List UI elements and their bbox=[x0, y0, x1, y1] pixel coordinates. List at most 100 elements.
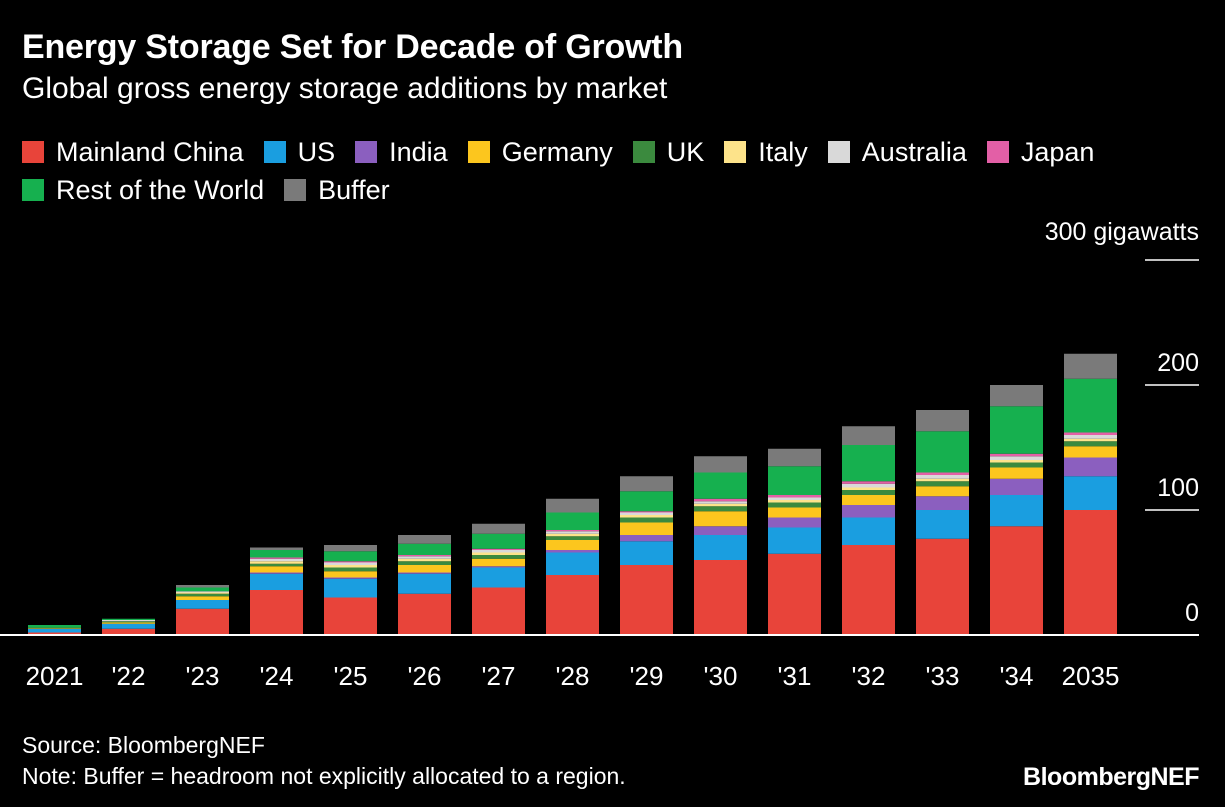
bar-segment bbox=[546, 531, 599, 534]
legend-swatch bbox=[986, 141, 1009, 163]
legend-item: Rest of the World bbox=[22, 172, 264, 208]
bar-segment bbox=[398, 561, 451, 565]
bar-segment bbox=[102, 620, 155, 622]
legend-swatch bbox=[467, 141, 490, 163]
legend-item: Italy bbox=[724, 134, 808, 170]
legend-swatch bbox=[22, 179, 44, 201]
y-tick-label: 0 bbox=[1185, 599, 1199, 627]
x-tick-label: '31 bbox=[778, 661, 812, 691]
bar-segment bbox=[694, 472, 747, 499]
bar-segment bbox=[250, 561, 303, 564]
legend-item: Germany bbox=[467, 134, 613, 170]
x-tick-label: '29 bbox=[630, 661, 664, 691]
bar-segment bbox=[842, 517, 895, 545]
bar-segment bbox=[398, 556, 451, 559]
x-tick-label: '22 bbox=[112, 661, 146, 691]
bar-segment bbox=[28, 632, 81, 635]
y-tick-label: 200 bbox=[1157, 349, 1199, 377]
bar-segment bbox=[842, 505, 895, 518]
bar-segment bbox=[250, 557, 303, 559]
legend-swatch bbox=[284, 179, 307, 201]
bar-segment bbox=[916, 475, 969, 479]
legend-label: Australia bbox=[861, 137, 967, 167]
x-tick-label: '26 bbox=[408, 661, 442, 691]
bar-segment bbox=[694, 501, 747, 504]
bar-segment bbox=[102, 621, 155, 623]
bar-segment bbox=[916, 478, 969, 482]
bar-segment bbox=[990, 453, 1043, 457]
bar-segment bbox=[398, 558, 451, 562]
legend-swatch bbox=[724, 141, 747, 163]
bar-segment bbox=[472, 558, 525, 567]
legend-label: Japan bbox=[1020, 137, 1095, 167]
bar-segment bbox=[472, 566, 525, 568]
legend-label: Buffer bbox=[318, 175, 390, 205]
bar-segment bbox=[176, 593, 229, 597]
bar-segment bbox=[472, 550, 525, 553]
legend-swatch bbox=[263, 141, 286, 163]
legend-label: Italy bbox=[758, 137, 808, 167]
bar-segment bbox=[324, 577, 377, 579]
bar-segment bbox=[768, 507, 821, 518]
x-tick-label: '28 bbox=[556, 661, 590, 691]
bar-segment bbox=[694, 511, 747, 527]
bar-segment bbox=[102, 623, 155, 629]
bar-segment bbox=[768, 497, 821, 500]
bar-segment bbox=[620, 565, 673, 635]
bar-segment bbox=[546, 550, 599, 553]
x-tick-label: '25 bbox=[334, 661, 368, 691]
bar-segment bbox=[990, 478, 1043, 495]
legend-item: India bbox=[355, 134, 448, 170]
bar-segment bbox=[250, 563, 303, 567]
bar-segment bbox=[250, 572, 303, 574]
bar-segment bbox=[28, 628, 81, 633]
bar-segment bbox=[324, 562, 377, 565]
y-tick-label: 100 bbox=[1157, 474, 1199, 502]
legend-swatch bbox=[22, 141, 44, 163]
bar-segment bbox=[176, 592, 229, 594]
bar-segment bbox=[472, 555, 525, 559]
bar-segment bbox=[472, 552, 525, 555]
legend-item: Buffer bbox=[284, 172, 390, 208]
bar-segment bbox=[324, 571, 377, 578]
bar-segment bbox=[1064, 435, 1117, 439]
bar-segment bbox=[472, 523, 525, 534]
legend-label: Germany bbox=[501, 137, 613, 167]
bar-segment bbox=[324, 597, 377, 635]
bar-segment bbox=[1064, 476, 1117, 510]
legend-item: UK bbox=[632, 134, 705, 170]
bar-segment bbox=[768, 495, 821, 498]
bar-segment bbox=[102, 622, 155, 624]
x-tick-label: '32 bbox=[852, 661, 886, 691]
legend-label: India bbox=[389, 137, 448, 167]
bar-segment bbox=[398, 572, 451, 574]
bar-segment bbox=[176, 585, 229, 588]
bar-segment bbox=[28, 625, 81, 628]
legend-label: UK bbox=[666, 137, 705, 167]
bar-segment bbox=[324, 545, 377, 552]
legend-label: Rest of the World bbox=[56, 175, 265, 205]
bar-segment bbox=[768, 500, 821, 503]
bar-segment bbox=[694, 535, 747, 560]
x-tick-label: '23 bbox=[186, 661, 220, 691]
bar-segment bbox=[990, 460, 1043, 463]
bar-segment bbox=[842, 495, 895, 505]
bar-segment bbox=[990, 385, 1043, 407]
bar-segment bbox=[916, 496, 969, 510]
bar-segment bbox=[620, 512, 673, 515]
x-tick-label: 2021 bbox=[26, 661, 84, 691]
bar-segment bbox=[176, 608, 229, 635]
chart-title: Energy Storage Set for Decade of Growth bbox=[22, 28, 683, 66]
bar-segment bbox=[916, 472, 969, 475]
bar-segment bbox=[842, 483, 895, 488]
bar-segment bbox=[250, 573, 303, 590]
x-tick-label: '27 bbox=[482, 661, 516, 691]
legend-label: US bbox=[297, 137, 336, 167]
bar-segment bbox=[324, 578, 377, 598]
bar-segment bbox=[546, 533, 599, 537]
bar-segment bbox=[694, 506, 747, 512]
bar-segment bbox=[546, 575, 599, 635]
bar-segment bbox=[842, 487, 895, 490]
bar-segment bbox=[546, 512, 599, 530]
bar-segment bbox=[990, 467, 1043, 479]
